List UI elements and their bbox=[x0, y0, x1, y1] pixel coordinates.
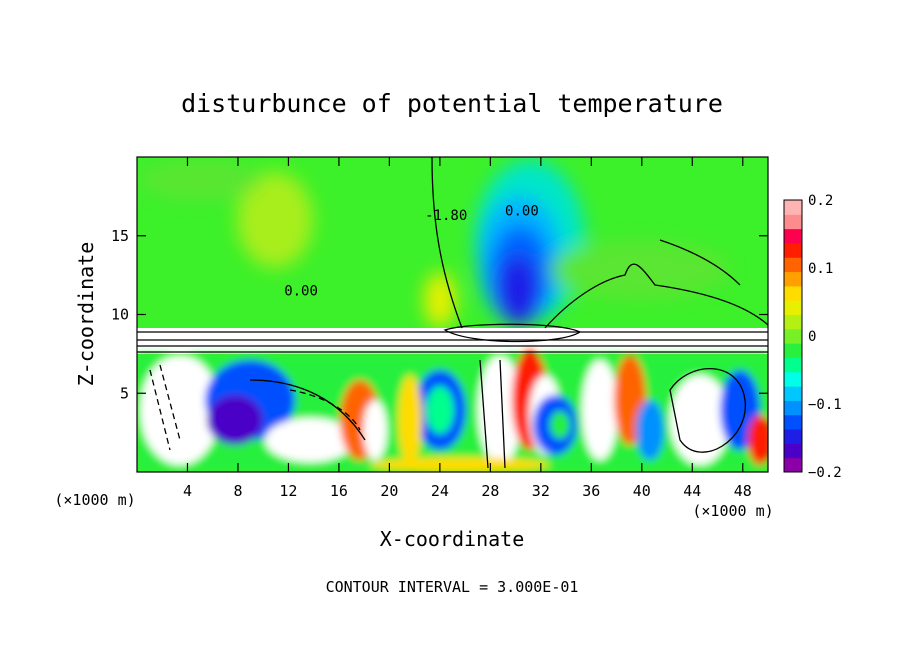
x-tick-label: 16 bbox=[330, 482, 348, 500]
y-tick-label: 10 bbox=[111, 306, 129, 324]
colorbar-swatch bbox=[784, 357, 802, 373]
contour-label: 0.00 bbox=[505, 203, 539, 219]
colorbar-tick-label: −0.2 bbox=[808, 465, 842, 481]
x-tick-label: 4 bbox=[183, 482, 192, 500]
colorbar-tick-label: 0 bbox=[808, 329, 816, 345]
x-unit-label-right: (×1000 m) bbox=[692, 502, 773, 520]
colorbar-swatch bbox=[784, 371, 802, 387]
x-unit-label-left: (×1000 m) bbox=[54, 491, 135, 509]
plot-area bbox=[137, 157, 768, 472]
colorbar-swatch bbox=[784, 257, 802, 273]
contour-label: -1.80 bbox=[425, 208, 467, 224]
contour-label: 0.00 bbox=[284, 284, 318, 300]
chart-title: disturbunce of potential temperature bbox=[181, 89, 723, 118]
x-tick-label: 44 bbox=[683, 482, 701, 500]
contour-lines bbox=[137, 157, 768, 469]
colorbar-swatch bbox=[784, 200, 802, 215]
contour-labels: 0.00 0.00 -1.80 bbox=[284, 203, 539, 299]
colorbar-swatch bbox=[784, 400, 802, 416]
x-tick-label: 8 bbox=[233, 482, 242, 500]
x-tick-label: 32 bbox=[532, 482, 550, 500]
y-axis: 5 10 15 bbox=[111, 227, 768, 402]
y-tick-label: 15 bbox=[111, 227, 129, 245]
colorbar-tick-label: 0.2 bbox=[808, 193, 833, 209]
colorbar-frame bbox=[783, 199, 803, 473]
x-tick-label: 24 bbox=[431, 482, 449, 500]
colorbar-swatch bbox=[784, 214, 802, 230]
x-tick-label: 12 bbox=[279, 482, 297, 500]
x-tick-label: 48 bbox=[734, 482, 752, 500]
colorbar-tick-label: 0.1 bbox=[808, 261, 833, 277]
y-tick-label: 5 bbox=[120, 384, 129, 402]
x-tick-label: 36 bbox=[582, 482, 600, 500]
colorbar-swatch bbox=[784, 457, 802, 473]
colorbar-swatch bbox=[784, 314, 802, 330]
colorbar: 0.2 0.1 0 −0.1 −0.2 bbox=[783, 193, 842, 481]
colorbar-swatch bbox=[784, 429, 802, 444]
lower-field bbox=[137, 350, 768, 472]
x-axis: 4 8 12 16 20 24 28 32 36 40 44 48 bbox=[183, 157, 752, 500]
x-tick-label: 40 bbox=[633, 482, 651, 500]
colorbar-swatch bbox=[784, 285, 802, 301]
contour-interval-note: CONTOUR INTERVAL = 3.000E-01 bbox=[326, 578, 579, 596]
colorbar-swatch bbox=[784, 300, 802, 316]
colorbar-swatch bbox=[784, 228, 802, 244]
colorbar-swatch bbox=[784, 386, 802, 401]
colorbar-swatch bbox=[784, 443, 802, 459]
colorbar-swatch bbox=[784, 242, 802, 258]
x-axis-title: X-coordinate bbox=[380, 527, 525, 551]
x-tick-label: 28 bbox=[481, 482, 499, 500]
colorbar-swatch bbox=[784, 414, 802, 430]
colorbar-tick-label: −0.1 bbox=[808, 397, 842, 413]
colorbar-swatch bbox=[784, 328, 802, 344]
colorbar-swatch bbox=[784, 271, 802, 287]
x-tick-label: 20 bbox=[380, 482, 398, 500]
y-axis-title: Z-coordinate bbox=[74, 242, 98, 387]
colorbar-swatch bbox=[784, 343, 802, 358]
